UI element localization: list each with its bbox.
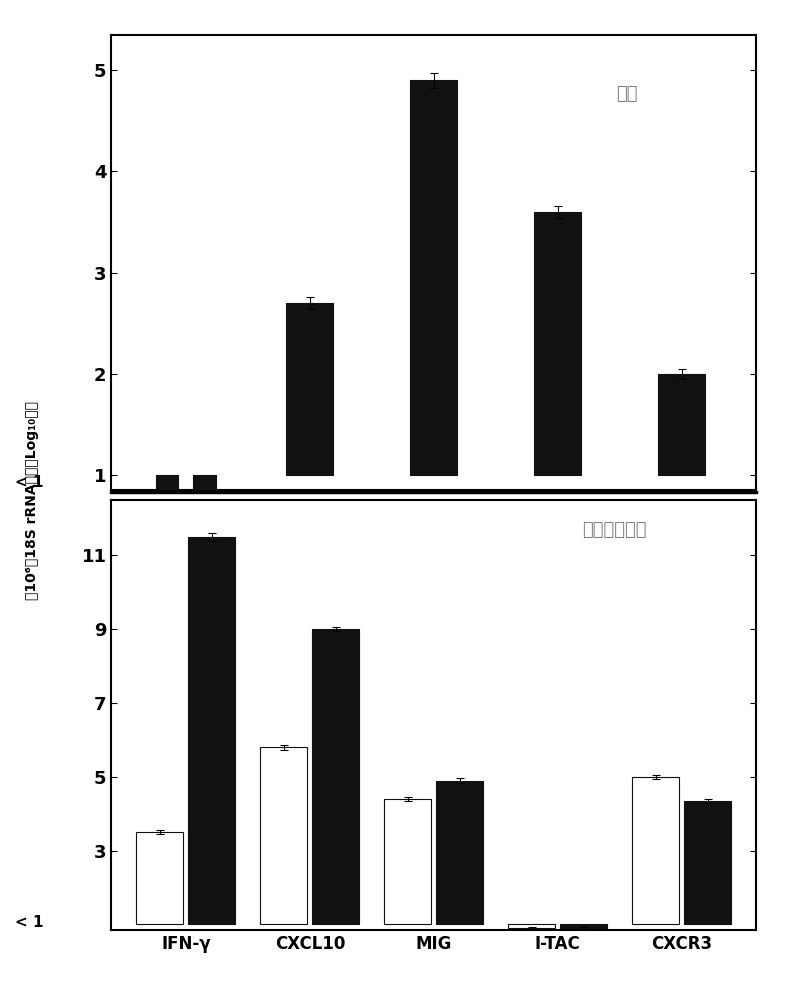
Bar [260,747,307,924]
Bar [658,374,705,475]
Bar [534,212,581,475]
Bar [193,475,216,520]
Bar [136,832,183,924]
Text: < 1: < 1 [15,915,44,930]
Text: < 1: < 1 [15,475,44,490]
Bar [436,781,483,924]
Bar [384,799,431,924]
Bar [189,537,236,924]
Text: 每10⁶的18S rRNA拷贝的Log₁₀拷贝: 每10⁶的18S rRNA拷贝的Log₁₀拷贝 [25,400,39,599]
Bar [632,777,679,924]
Bar [560,924,607,928]
Bar [312,629,360,924]
Bar [685,801,732,924]
Bar [508,924,556,928]
Bar [410,81,458,475]
Bar [156,475,178,520]
Bar [287,303,334,475]
Text: 结肠: 结肠 [616,85,638,103]
Text: 肠系膜淡巴结: 肠系膜淡巴结 [582,522,646,540]
